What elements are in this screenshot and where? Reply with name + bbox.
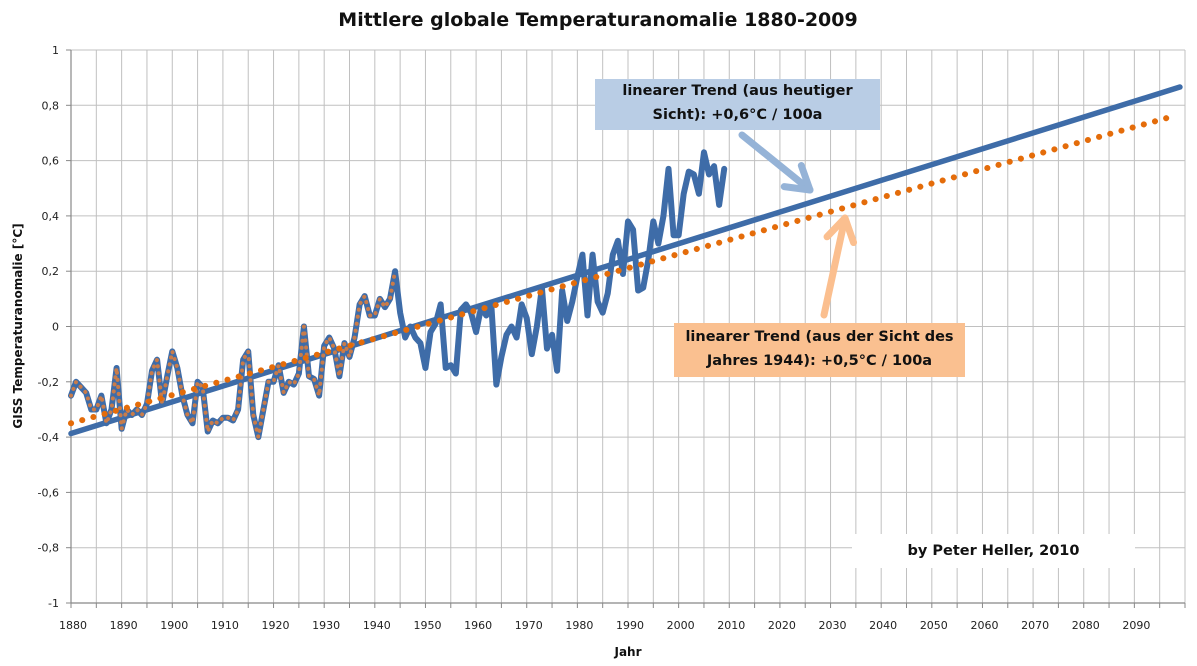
x-tick-label: 1910 [211,619,239,632]
grid [71,49,1186,604]
arrow-trend-1944 [820,214,858,319]
x-tick-label: 2030 [819,619,847,632]
trend-line-1944 [68,114,1173,427]
annotation-trend-today-line2: Sicht): +0,6°C / 100a [652,107,823,123]
x-tick-label: 1990 [616,619,644,632]
y-tick-label: 0,4 [42,210,60,223]
annotation-arrows [738,131,858,319]
x-tick-label: 2060 [970,619,998,632]
series-group [68,84,1183,441]
x-tick-label: 2040 [869,619,897,632]
y-tick-label: -0,2 [38,376,59,389]
x-tick-label: 1970 [515,619,543,632]
x-tick-label: 1880 [59,619,87,632]
x-axis-title: Jahr [613,645,641,659]
credit-label: by Peter Heller, 2010 [852,534,1135,568]
y-tick-label: 0,6 [42,155,60,168]
y-tick-label: -0,6 [38,486,59,499]
x-tick-label: 1920 [262,619,290,632]
temperature-1944-overlay-line [69,269,398,440]
y-tick-label: 0,2 [42,265,60,278]
x-tick-label: 1950 [413,619,441,632]
arrow-trend-today-shaft [738,131,814,194]
x-tick-label: 1890 [110,619,138,632]
annotation-trend-1944-line2: Jahres 1944): +0,5°C / 100a [706,353,933,369]
annotation-trend-1944-line1: linearer Trend (aus der Sicht des [685,329,954,345]
x-tick-label: 1930 [312,619,340,632]
x-tick-label: 1940 [363,619,391,632]
arrow-trend-today [738,131,814,194]
x-tick-label: 2000 [667,619,695,632]
y-tick-label: -0,8 [38,542,59,555]
y-tick-label: 0,8 [42,99,60,112]
y-tick-label: -1 [48,597,59,610]
x-tick-label: 2020 [768,619,796,632]
x-tick-label: 1900 [160,619,188,632]
x-tick-label: 2050 [920,619,948,632]
arrow-trend-1944-head [823,214,858,247]
y-axis-title: GISS Temperaturanomalie [°C] [11,223,25,428]
arrow-trend-today-head [780,161,814,194]
y-tick-label: 1 [52,44,59,57]
x-tick-label: 2070 [1021,619,1049,632]
x-tick-labels: 1880 1890 1900 1910 1920 1930 1940 1950 1960 1970… [59,619,1150,632]
y-tick-label: -0,4 [38,431,59,444]
x-tick-label: 2010 [717,619,745,632]
x-tick-label: 1980 [565,619,593,632]
y-tick-labels: 1 0,8 0,6 0,4 0,2 0 -0,2 -0,4 -0,6 -0,8 -1 [38,44,59,610]
annotation-trend-1944: linearer Trend (aus der Sicht des Jahres… [674,323,965,377]
x-tick-label: 2090 [1122,619,1150,632]
annotation-trend-today: linearer Trend (aus heutiger Sicht): +0,… [595,79,880,130]
chart-title: Mittlere globale Temperaturanomalie 1880… [338,9,857,31]
arrow-trend-1944-shaft [820,214,849,319]
temperature-anomaly-line [68,149,728,441]
y-tick-label: 0 [52,321,59,334]
x-tick-label: 2080 [1072,619,1100,632]
annotation-trend-today-line1: linearer Trend (aus heutiger [622,83,853,99]
axes [66,49,1186,608]
x-tick-label: 1960 [464,619,492,632]
